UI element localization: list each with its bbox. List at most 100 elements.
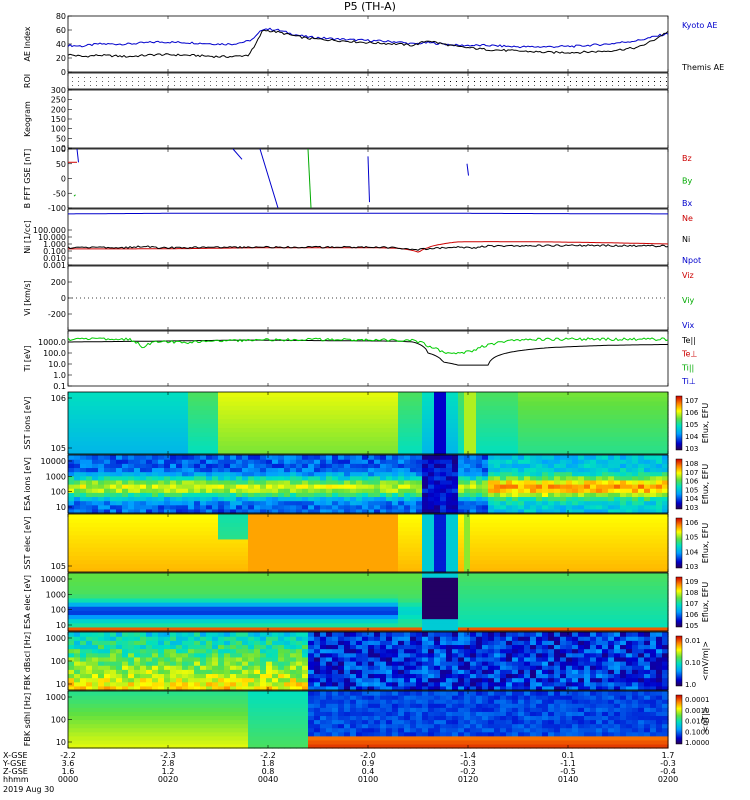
ytick-esa_ion-0: 10	[56, 503, 66, 512]
ytick-velocity-0: -200	[48, 310, 66, 319]
panel-esa_elec: ESA elec [eV] 10 100 1000 10000	[23, 572, 669, 632]
series-density-1	[67, 244, 669, 251]
plot-title: P5 (TH-A)	[344, 0, 396, 13]
colorbar-tick-esa_ion-1: 104	[685, 495, 699, 503]
ylabel-temperature: Ti [eV]	[23, 345, 32, 372]
ytick-fbk_b-1: 100	[51, 716, 66, 725]
time-tick-5: 0140	[558, 775, 578, 784]
ephem-z-3: 0.4	[362, 767, 375, 776]
colorbar-tick-esa_ion-5: 108	[685, 460, 698, 468]
segment-5	[307, 148, 312, 209]
panel-roi: ROI	[23, 72, 669, 90]
colorbar-tick-fbk_b-3: 0.0010	[685, 707, 710, 715]
colorbar-label-fbk_b: <nT|>	[701, 706, 710, 732]
time-tick-3: 0100	[358, 775, 378, 784]
colorbar-tick-sst_elec-1: 104	[685, 548, 699, 556]
ytick-density-0: 0.001	[43, 261, 66, 270]
panel-frame-ae	[67, 15, 669, 73]
ytick-temperature-4: 1000.0	[38, 338, 66, 347]
ephem-x-3: -2.0	[360, 751, 376, 760]
segment-7	[466, 163, 469, 176]
ephem-x-0: -2.2	[60, 751, 76, 760]
ytick-bfft-0: -100	[48, 204, 66, 213]
ephem-x-5: 0.1	[562, 751, 575, 760]
spectrogram-esa_ion	[68, 455, 669, 514]
series-temperature-1	[67, 337, 669, 355]
colorbar-esa_elec	[675, 576, 683, 628]
colorbar-label-fbk_e: <mV/m|>	[701, 641, 710, 681]
ytick-density-2: 0.100	[43, 247, 66, 256]
ephem-z-2: 0.8	[262, 767, 275, 776]
ephem-label-y: Y-GSE	[2, 759, 26, 768]
colorbar-tick-sst_ion-1: 104	[685, 433, 699, 441]
ytick-velocity-1: 0	[61, 294, 66, 303]
colorbar-tick-fbk_b-4: 0.0001	[685, 696, 710, 704]
colorbar-tick-fbk_b-2: 0.0100	[685, 718, 710, 726]
ytick-ae-1: 20	[56, 54, 66, 63]
time-tick-6: 0200	[658, 775, 678, 784]
ytick-esa_elec-0: 10	[56, 621, 66, 630]
panel-bfft: B FFT GSE [nT] -100 -50 0 50 100	[23, 145, 669, 213]
colorbar-tick-esa_elec-2: 107	[685, 600, 698, 608]
ytick-sst_elec-0: 105	[51, 562, 66, 571]
colorbar-fbk_e	[675, 635, 683, 687]
panel-ae: AE Index 0 20 40 60 80	[23, 12, 669, 77]
spectrogram-sst_elec	[68, 514, 669, 573]
colorbar-tick-sst_ion-3: 106	[685, 409, 699, 417]
colorbar-fbk_b	[675, 694, 683, 745]
colorbar-tick-sst_ion-0: 103	[685, 445, 698, 453]
legend-temperature-1: Te⊥	[681, 350, 697, 359]
legend-velocity-2: Vix	[682, 321, 695, 330]
ytick-keogram-5: 250	[51, 96, 66, 105]
ytick-density-4: 10.000	[38, 233, 66, 242]
spectrogram-sst_ion	[68, 392, 669, 455]
ylabel-velocity: Vi [km/s]	[23, 280, 32, 316]
ephem-y-2: 1.8	[262, 759, 275, 768]
legend-ae-0: Kyoto AE	[682, 21, 717, 30]
spectrogram-fbk_b	[68, 691, 669, 749]
ylabel-ae: AE Index	[23, 26, 32, 61]
series-ae-1	[67, 29, 669, 59]
ephem-z-1: 1.2	[162, 767, 175, 776]
ephem-z-4: -0.2	[460, 767, 476, 776]
ylabel-esa_ion: ESA ions [eV]	[23, 457, 32, 511]
ylabel-density: Ni [1/cc]	[23, 220, 32, 254]
ytick-ae-3: 60	[56, 26, 66, 35]
ylabel-esa_elec: ESA elec [eV]	[23, 575, 32, 629]
legend-temperature-0: Te||	[681, 336, 696, 345]
ephem-x-1: -2.3	[160, 751, 176, 760]
segment-2	[73, 194, 76, 197]
colorbar-tick-fbk_e-2: 0.01	[685, 637, 701, 645]
ytick-keogram-4: 200	[51, 105, 66, 114]
ytick-keogram-6: 300	[51, 86, 66, 95]
ylabel-roi: ROI	[23, 74, 32, 88]
colorbar-tick-fbk_e-0: 1.0	[685, 681, 696, 689]
colorbar-tick-fbk_e-1: 0.10	[685, 659, 701, 667]
ytick-temperature-0: 0.1	[53, 382, 66, 391]
ytick-esa_ion-3: 10000	[41, 457, 66, 466]
ytick-ae-4: 80	[56, 12, 66, 21]
colorbar-tick-esa_ion-4: 107	[685, 469, 698, 477]
ytick-bfft-2: 0	[61, 175, 66, 184]
colorbar-tick-fbk_b-0: 1.0000	[685, 739, 710, 747]
ylabel-sst_ion: SST ions [eV]	[23, 396, 32, 449]
ephem-y-0: 3.6	[62, 759, 75, 768]
ytick-ae-2: 40	[56, 40, 66, 49]
colorbar-sst_elec	[675, 517, 683, 569]
colorbar-tick-sst_ion-4: 107	[685, 397, 698, 405]
ytick-keogram-0: 0	[61, 144, 66, 153]
colorbar-tick-esa_ion-0: 103	[685, 504, 698, 512]
panel-fbk_b: FBK sdhl [Hz] 10 100 1000	[23, 690, 669, 749]
ephem-y-6: -0.3	[660, 759, 676, 768]
time-tick-4: 0120	[458, 775, 478, 784]
ytick-esa_ion-2: 1000	[46, 472, 66, 481]
ytick-density-3: 1.000	[43, 240, 66, 249]
segment-3	[232, 148, 243, 160]
ytick-fbk_e-2: 1000	[46, 634, 66, 643]
legend-bfft-2: Bx	[682, 199, 692, 208]
ephem-y-1: 2.8	[162, 759, 175, 768]
colorbar-tick-esa_elec-4: 109	[685, 578, 698, 586]
ytick-temperature-2: 10.0	[48, 360, 66, 369]
series-temperature-0	[68, 339, 669, 366]
